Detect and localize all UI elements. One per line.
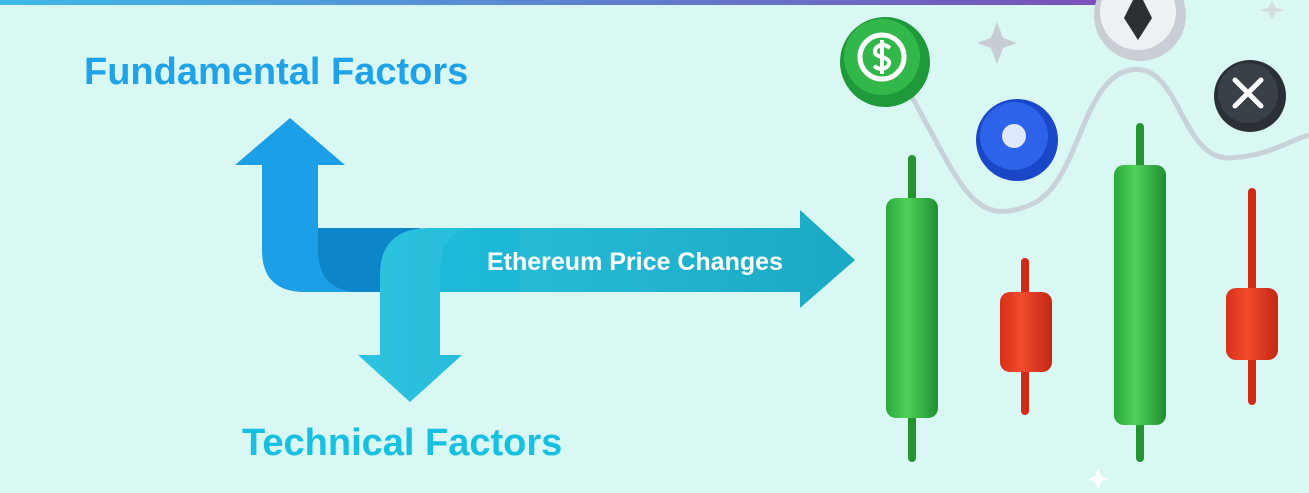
arrow-label: Ethereum Price Changes (487, 248, 783, 276)
top-bar (0, 0, 1110, 5)
candle-body (1226, 288, 1278, 360)
candle-body (1000, 292, 1052, 372)
coin-icon (1002, 124, 1026, 148)
fundamental-label: Fundamental Factors (84, 51, 468, 93)
illustration: Fundamental Factors Technical Factors Et… (0, 0, 1309, 493)
candle-body (1114, 165, 1166, 425)
candle-body (886, 198, 938, 418)
technical-label: Technical Factors (242, 422, 562, 464)
